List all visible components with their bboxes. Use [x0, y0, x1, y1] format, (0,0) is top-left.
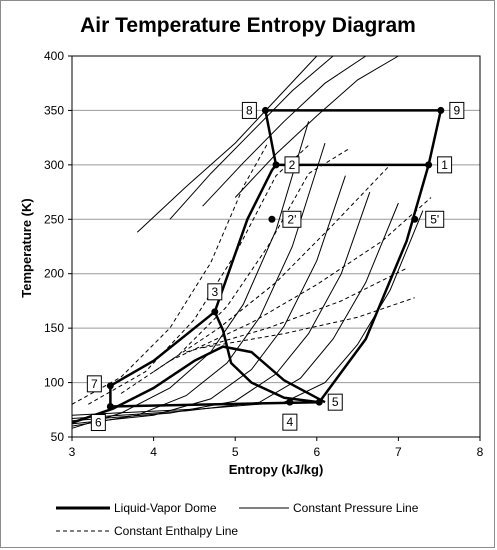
- axis-ticks: 3 4 5 6 7 8 50 100 150 200 250 300 350 400: [44, 49, 484, 459]
- state-point-marker-9: [261, 106, 269, 114]
- y-tick-label-1: 100: [44, 376, 64, 390]
- pressure-line-2: [71, 175, 346, 425]
- x-tick-label-4: 7: [395, 445, 402, 459]
- state-point-label-6: 5': [430, 212, 439, 226]
- state-point-marker-4: [286, 398, 294, 406]
- state-point-marker-7: [106, 403, 114, 411]
- state-point-marker-6: [411, 215, 419, 223]
- y-tick-label-7: 400: [44, 49, 64, 63]
- state-point-label-4: 4: [287, 415, 294, 429]
- state-point-marker-8: [106, 382, 114, 390]
- enthalpy-line-2: [120, 148, 350, 394]
- state-point-box-7: [90, 414, 106, 432]
- state-point-label-3: 3: [211, 285, 218, 299]
- legend-label-enthalpy: Constant Enthalpy Line: [114, 524, 238, 538]
- state-point-marker-1: [272, 161, 280, 169]
- y-tick-label-0: 50: [51, 430, 65, 444]
- cycle-segment-0: [109, 109, 441, 407]
- state-point-marker-2: [268, 215, 276, 223]
- state-point-box-10: [449, 101, 465, 119]
- state-points: 1 2 2' 3 4 5 5' 6 7 8 9: [86, 101, 465, 432]
- enthalpy-line-1: [88, 144, 309, 405]
- plot-area-border: [71, 55, 481, 438]
- y-axis-title: Temperature (K): [19, 198, 34, 297]
- state-point-box-6: [425, 210, 445, 228]
- state-point-marker-3: [211, 308, 219, 316]
- cycle-segment-4: [110, 400, 320, 408]
- cycle-segment-3: [318, 110, 443, 403]
- enthalpy-line-3: [153, 164, 391, 373]
- state-point-marker-0: [425, 161, 433, 169]
- legend: Liquid-Vapor Dome Constant Pressure Line…: [56, 501, 419, 538]
- cycle-lines: [109, 109, 443, 408]
- x-axis-title: Entropy (kJ/kg): [229, 462, 324, 477]
- x-tick-label-0: 3: [69, 445, 76, 459]
- state-point-box-2: [282, 210, 302, 228]
- pressure-line-3: [71, 191, 371, 422]
- pressure-line-5: [71, 210, 424, 416]
- state-point-label-5: 5: [332, 395, 339, 409]
- y-tick-label-4: 250: [44, 212, 64, 226]
- state-point-box-4: [282, 413, 298, 431]
- legend-label-pressure: Constant Pressure Line: [293, 501, 419, 515]
- state-point-box-8: [86, 375, 102, 393]
- state-point-label-2: 2': [287, 212, 296, 226]
- y-tick-label-6: 350: [44, 103, 64, 117]
- y-tick-label-3: 200: [44, 267, 64, 281]
- pressure-line-8: [202, 55, 367, 207]
- gridlines: [72, 55, 480, 438]
- legend-label-dome: Liquid-Vapor Dome: [114, 501, 217, 515]
- enthalpy-line-0: [71, 142, 269, 405]
- state-point-label-7: 6: [95, 416, 102, 430]
- chart-title: Air Temperature Entropy Diagram: [80, 14, 416, 37]
- x-tick-label-5: 8: [477, 445, 484, 459]
- x-tick-label-3: 6: [313, 445, 320, 459]
- x-tick-label-1: 4: [150, 445, 157, 459]
- state-point-box-0: [437, 156, 453, 174]
- y-tick-label-2: 150: [44, 321, 64, 335]
- state-point-label-8: 7: [91, 377, 98, 391]
- state-point-marker-10: [437, 106, 445, 114]
- state-point-marker-5: [315, 398, 323, 406]
- x-tick-label-2: 5: [232, 445, 239, 459]
- state-point-box-5: [327, 393, 343, 411]
- state-point-box-3: [207, 283, 223, 301]
- y-tick-label-5: 300: [44, 158, 64, 172]
- state-point-label-9: 8: [246, 103, 253, 117]
- state-point-box-1: [284, 156, 300, 174]
- enthalpy-line-5: [186, 267, 407, 353]
- enthalpy-line-6: [202, 297, 415, 349]
- state-point-label-10: 9: [453, 103, 460, 117]
- pressure-line-9: [234, 55, 399, 198]
- pressure-line-7: [169, 55, 334, 220]
- state-point-label-0: 1: [441, 158, 448, 172]
- pressure-line-6: [136, 55, 318, 233]
- pressure-line-4: [71, 202, 399, 419]
- state-point-box-9: [241, 101, 257, 119]
- cycle-segment-1: [213, 311, 320, 404]
- state-point-label-1: 2: [289, 158, 296, 172]
